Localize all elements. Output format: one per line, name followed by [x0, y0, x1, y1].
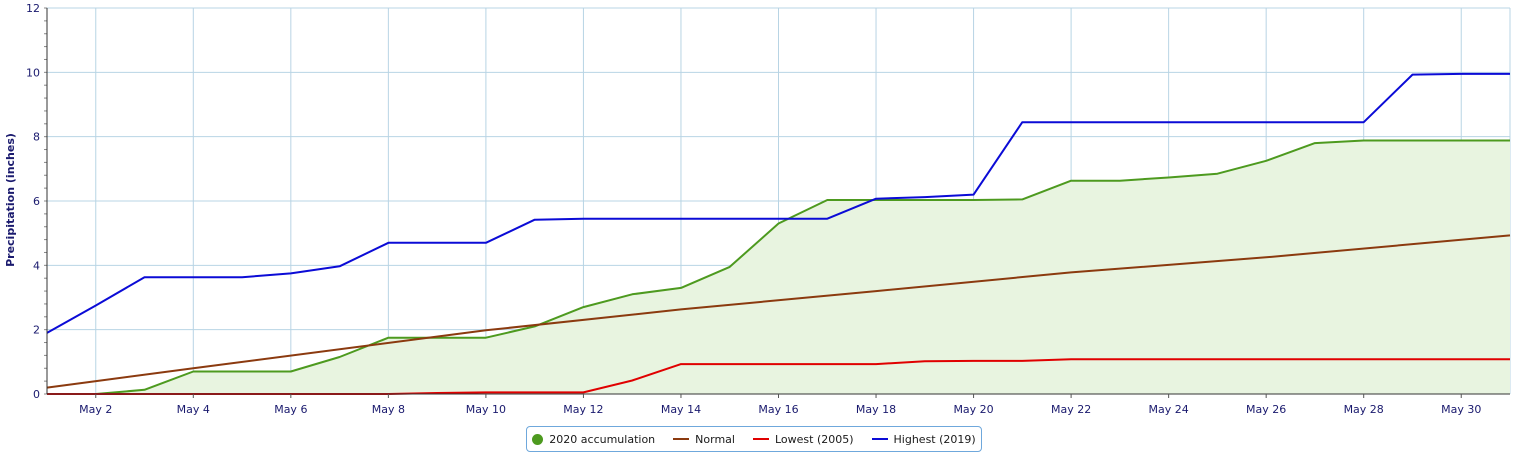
legend-line-icon: [752, 438, 769, 440]
y-tick-label: 0: [33, 388, 40, 401]
x-tick-label: May 16: [758, 403, 798, 416]
legend-item[interactable]: 2020 accumulation: [532, 433, 655, 446]
y-tick-label: 8: [33, 131, 40, 144]
legend-label: Normal: [695, 432, 735, 446]
x-tick-label: May 18: [856, 403, 896, 416]
legend-item[interactable]: Lowest (2005): [752, 432, 854, 446]
x-tick-label: May 8: [372, 403, 405, 416]
legend-label: Highest (2019): [893, 432, 976, 446]
y-tick-label: 12: [26, 2, 40, 15]
series-lines: [46, 72, 1511, 395]
x-tick-label: May 26: [1246, 403, 1286, 416]
legend-line-icon: [673, 438, 690, 440]
legend-line-icon: [871, 438, 888, 440]
x-tick-label: May 4: [177, 403, 210, 416]
y-tick-label: 10: [26, 66, 40, 79]
series-line-normal: [46, 234, 1511, 389]
legend-item[interactable]: Highest (2019): [871, 432, 976, 446]
series-line-2020-accumulation: [47, 139, 1510, 395]
legend-label: 2020 accumulation: [549, 432, 656, 446]
legend-item[interactable]: Normal: [673, 433, 735, 446]
axes: 0 2 4 6 8 10 12 May 2 May 4 May 6 May 8 May 10 May 1…: [26, 2, 1510, 416]
x-tick-label: May 20: [953, 403, 993, 416]
series-line-highest-2019: [46, 72, 1510, 334]
y-tick-label: 6: [33, 195, 40, 208]
legend-dot-icon: [532, 433, 544, 445]
legend: 2020 accumulation Normal Lowest (2005) High…: [526, 426, 982, 452]
x-tick-label: May 10: [466, 403, 506, 416]
series-line-lowest-2005: [47, 358, 1510, 395]
x-tick-label: May 2: [79, 403, 112, 416]
x-tick-label: May 14: [661, 403, 701, 416]
y-axis-label: Precipitation (inches): [4, 133, 17, 267]
x-tick-label: May 12: [563, 403, 603, 416]
y-tick-label: 2: [33, 324, 40, 337]
legend-label: Lowest (2005): [774, 432, 854, 446]
y-tick-label: 4: [33, 259, 40, 272]
x-tick-label: May 22: [1051, 403, 1091, 416]
area-fill: [47, 140, 1510, 394]
x-tick-label: May 28: [1344, 403, 1384, 416]
x-tick-label: May 30: [1441, 403, 1481, 416]
area-2020-accumulation: [47, 140, 1510, 394]
x-tick-label: May 6: [274, 403, 307, 416]
x-tick-label: May 24: [1149, 403, 1189, 416]
